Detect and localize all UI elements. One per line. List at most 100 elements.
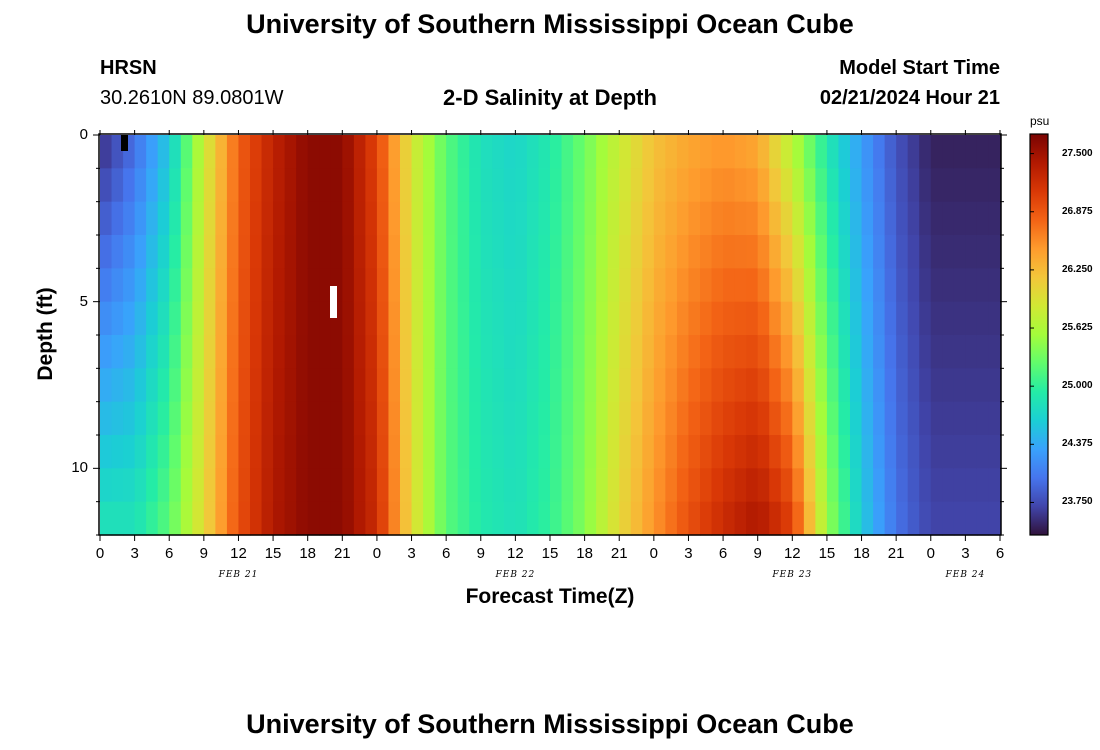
heatmap-cell: [503, 268, 516, 303]
heatmap-cell: [861, 235, 874, 269]
heatmap-cell: [884, 401, 897, 436]
heatmap-cell: [988, 135, 1001, 169]
heatmap-cell: [919, 335, 932, 369]
heatmap-cell: [896, 335, 909, 369]
heatmap-cell: [584, 501, 597, 536]
heatmap-cell: [434, 501, 447, 536]
heatmap-cell: [953, 201, 966, 236]
heatmap-cell: [988, 401, 1001, 436]
heatmap-cell: [203, 235, 216, 269]
heatmap-cell: [676, 301, 690, 336]
heatmap-cell: [526, 401, 540, 436]
heatmap-cell: [746, 368, 759, 403]
heatmap-cell: [619, 268, 632, 303]
heatmap-cell: [446, 168, 459, 203]
heatmap-cell: [596, 401, 609, 436]
model-start-label: Model Start Time: [839, 57, 1000, 79]
heatmap-cell: [746, 501, 759, 536]
heatmap-cell: [526, 335, 540, 369]
heatmap-cell: [457, 301, 470, 336]
heatmap-cell: [226, 468, 240, 503]
heatmap-cell: [307, 368, 320, 403]
heatmap-cell: [457, 468, 470, 503]
heatmap-cell: [400, 168, 413, 203]
heatmap-cell: [700, 401, 713, 436]
heatmap-cell: [100, 301, 113, 336]
heatmap-cell: [250, 201, 263, 236]
heatmap-cell: [850, 335, 863, 369]
heatmap-cell: [757, 368, 770, 403]
heatmap-cell: [746, 168, 759, 203]
heatmap-cell: [584, 168, 597, 203]
heatmap-cell: [942, 235, 955, 269]
heatmap-cell: [365, 201, 378, 236]
heatmap-cell: [330, 168, 343, 203]
heatmap-cell: [642, 435, 655, 469]
x-tick-label: 21: [333, 545, 351, 562]
heatmap-cell: [653, 135, 666, 169]
heatmap-cell: [146, 268, 159, 303]
heatmap-cell: [838, 268, 851, 303]
heatmap-cell: [942, 468, 955, 503]
heatmap-cell: [953, 135, 966, 169]
heatmap-cell: [896, 301, 909, 336]
heatmap-cell: [134, 301, 147, 336]
heatmap-cell: [469, 168, 482, 203]
heatmap-cell: [123, 368, 136, 403]
heatmap-cell: [100, 201, 113, 236]
heatmap-cell: [192, 501, 205, 536]
heatmap-cell: [942, 201, 955, 236]
heatmap-cell: [365, 435, 378, 469]
heatmap-cell: [769, 168, 782, 203]
heatmap-cell: [861, 268, 874, 303]
heatmap-cell: [146, 135, 159, 169]
heatmap-cell: [192, 468, 205, 503]
heatmap-cell: [723, 235, 736, 269]
heatmap-cell: [642, 335, 655, 369]
heatmap-cell: [169, 401, 182, 436]
heatmap-cell: [319, 168, 332, 203]
heatmap-cell: [861, 135, 874, 169]
heatmap-cell: [238, 501, 251, 536]
heatmap-cell: [180, 168, 193, 203]
heatmap-cell: [988, 301, 1001, 336]
heatmap-cell: [573, 201, 586, 236]
heatmap-cell: [180, 401, 193, 436]
heatmap-cell: [792, 268, 805, 303]
heatmap-cell: [965, 301, 978, 336]
heatmap-cell: [665, 135, 678, 169]
heatmap-cell: [434, 335, 447, 369]
heatmap-cell: [803, 335, 816, 369]
colorbar-tick-label: 23.750: [1062, 496, 1093, 508]
heatmap-cell: [884, 501, 897, 536]
heatmap-cell: [515, 301, 528, 336]
heatmap-cell: [492, 201, 505, 236]
heatmap-cell: [423, 235, 436, 269]
heatmap-cell: [169, 301, 182, 336]
heatmap-cell: [203, 268, 216, 303]
heatmap-cell: [388, 268, 401, 303]
heatmap-cell: [492, 335, 505, 369]
heatmap-cell: [353, 301, 366, 336]
heatmap-cell: [353, 168, 366, 203]
y-axis-ticks: [93, 134, 1007, 536]
heatmap-cell: [653, 335, 666, 369]
x-tick-label: 18: [853, 545, 870, 562]
heatmap-cell: [492, 401, 505, 436]
heatmap-cell: [469, 201, 482, 236]
heatmap-cell: [250, 235, 263, 269]
heatmap-cell: [792, 301, 805, 336]
heatmap-cell: [146, 301, 159, 336]
heatmap-cell: [653, 201, 666, 236]
heatmap-cell: [192, 268, 205, 303]
heatmap-cell: [434, 268, 447, 303]
heatmap-cell: [653, 168, 666, 203]
heatmap-cell: [976, 368, 990, 403]
heatmap-cell: [965, 435, 978, 469]
heatmap-cell: [642, 235, 655, 269]
heatmap-cell: [492, 435, 505, 469]
heatmap-cell: [134, 335, 147, 369]
heatmap-cell: [434, 468, 447, 503]
heatmap-cell: [676, 501, 690, 536]
heatmap-cell: [284, 135, 297, 169]
